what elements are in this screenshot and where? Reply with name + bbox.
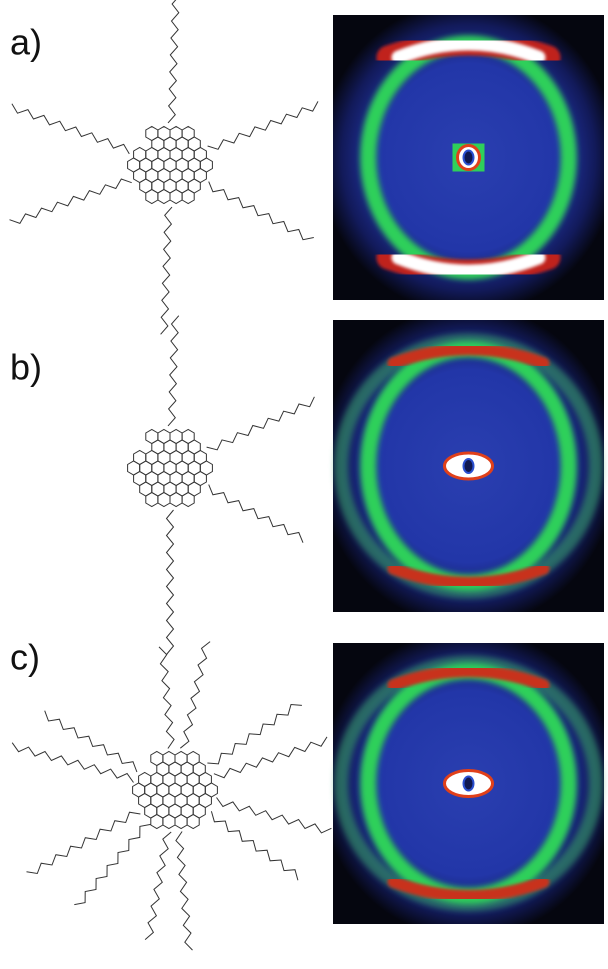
panel-label: b)	[10, 347, 42, 388]
alkyl-chain	[214, 737, 327, 778]
alkyl-chain	[180, 642, 210, 749]
molecule	[128, 316, 315, 655]
center-dark	[464, 459, 474, 473]
alkyl-chain	[211, 811, 298, 880]
alkyl-chain	[167, 510, 174, 655]
alkyl-chain	[168, 0, 179, 123]
molecule	[10, 0, 319, 334]
center-dark	[464, 777, 474, 791]
diffraction-pattern	[333, 15, 604, 300]
alkyl-chain	[168, 316, 179, 426]
alkyl-chain	[209, 485, 303, 543]
figure: a) b) c)	[0, 0, 608, 969]
alkyl-chain	[27, 812, 141, 873]
alkyl-chain	[209, 182, 314, 240]
alkyl-chain	[10, 179, 132, 223]
ring	[205, 783, 217, 797]
alkyl-chain	[12, 104, 129, 154]
diffraction-pattern	[333, 643, 604, 924]
alkyl-chain	[217, 798, 332, 833]
alkyl-chain	[145, 832, 171, 940]
ring	[200, 461, 212, 475]
diffraction-patterns	[333, 15, 604, 924]
ring	[200, 158, 212, 172]
alkyl-chain	[207, 705, 302, 764]
molecules	[10, 0, 332, 950]
alkyl-chain	[45, 711, 137, 772]
center-dark	[464, 151, 474, 165]
panel-label: a)	[10, 22, 42, 63]
panel-label: c)	[10, 637, 40, 678]
alkyl-chain	[12, 743, 133, 783]
molecule	[12, 642, 331, 951]
alkyl-chain	[208, 101, 318, 149]
diffraction-pattern	[333, 320, 604, 612]
alkyl-chain	[74, 824, 150, 904]
alkyl-chain	[161, 207, 172, 334]
alkyl-chain	[159, 647, 174, 749]
alkyl-chain	[176, 832, 193, 951]
alkyl-chain	[207, 397, 315, 450]
